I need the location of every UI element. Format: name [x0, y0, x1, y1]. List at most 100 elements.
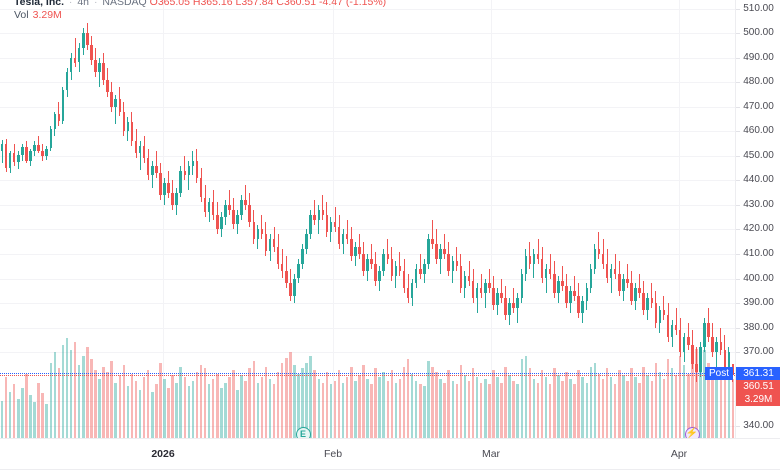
grid-line-vertical [163, 0, 164, 438]
volume-bar [666, 359, 670, 438]
earnings-marker[interactable]: E [295, 427, 311, 438]
volume-bar [459, 364, 463, 438]
candle-body [341, 234, 345, 245]
volume-bar [142, 377, 146, 438]
candle-body [203, 197, 207, 213]
price-pane[interactable]: E ⚡ [0, 0, 735, 438]
candle-body [155, 165, 158, 173]
volume-bar [699, 357, 702, 438]
volume-bar [658, 371, 662, 438]
volume-bar [151, 391, 154, 438]
volume-bar [386, 380, 390, 438]
volume-bar [240, 375, 243, 438]
candle-body [167, 182, 170, 193]
candle-body [114, 99, 117, 107]
volume-bar [370, 384, 373, 438]
price-tick-label: 470.00 [743, 100, 774, 112]
volume-bar [297, 373, 300, 438]
volume-bar [646, 375, 649, 438]
volume-bar [589, 366, 593, 438]
price-scale[interactable]: 510.00 500.00 490.00 480.00 470.00 460.00 450.… [735, 0, 780, 438]
price-tick-label: 480.00 [743, 76, 774, 88]
candle-body [699, 347, 702, 372]
price-tick-mark [736, 155, 740, 157]
volume-bar [211, 379, 215, 438]
candle-body [695, 364, 698, 372]
post-price-badge[interactable]: 361.31 [736, 366, 780, 380]
candle-body [569, 290, 572, 304]
chart-legend[interactable]: Tesla, Inc. · 4h · NASDAQ O365.05 H365.1… [14, 0, 386, 8]
candle-body [467, 276, 471, 281]
volume-bar [90, 359, 93, 438]
candle-body [512, 303, 515, 308]
price-tick-label: 340.00 [743, 419, 774, 431]
volume-bar [662, 379, 666, 438]
candle-body [609, 268, 613, 279]
last-price-badge[interactable]: 360.51 [736, 379, 780, 393]
post-session-tag[interactable]: Post [705, 366, 734, 380]
candle-body [248, 204, 251, 223]
candle-body [110, 92, 113, 107]
candle-body [674, 325, 678, 330]
candle-body [484, 283, 487, 294]
candle-wick [639, 273, 641, 299]
volume-bar [561, 380, 564, 438]
volume-bar [305, 362, 308, 438]
volume-legend[interactable]: Vol 3.29M [14, 9, 62, 21]
volume-bar [378, 377, 381, 438]
price-tick-label: 510.00 [743, 2, 774, 14]
price-line-post [0, 373, 735, 375]
volume-badge[interactable]: 3.29M [736, 392, 780, 406]
candle-body [654, 303, 658, 323]
volume-bar [719, 379, 723, 438]
time-scale[interactable]: 2026 Feb Mar Apr [0, 438, 780, 471]
volume-bar [228, 377, 231, 438]
event-marker[interactable]: ⚡ [684, 427, 700, 438]
candle-body [183, 170, 187, 176]
candle-wick [115, 94, 117, 124]
volume-bar [536, 382, 540, 438]
volume-bar [41, 393, 44, 438]
volume-bar [29, 395, 32, 438]
price-tick-label: 380.00 [743, 321, 774, 333]
volume-bar [33, 402, 36, 438]
price-tick-mark [736, 229, 740, 231]
candle-body [122, 111, 126, 132]
candle-wick [720, 327, 722, 355]
volume-bar [272, 384, 276, 438]
volume-bar [337, 370, 341, 438]
candle-body [492, 288, 495, 306]
grid-line-horizontal [0, 57, 735, 59]
volume-bar [256, 382, 260, 438]
candle-body [98, 62, 101, 73]
price-lines-layer [0, 373, 735, 377]
volume-bar [488, 384, 491, 438]
ohlc-values: O365.05 H365.16 L357.84 C360.51 -4.47 (-… [150, 0, 387, 8]
candle-body [90, 45, 93, 61]
time-tick-label: Feb [323, 448, 343, 460]
volume-bar [390, 370, 394, 438]
candle-body [37, 144, 40, 151]
candle-body [528, 256, 532, 264]
candle-body [431, 239, 434, 245]
exchange-label: NASDAQ [102, 0, 147, 8]
volume-bar [77, 364, 81, 438]
interval-label[interactable]: 4h [77, 0, 90, 8]
volume-bar [565, 371, 568, 438]
time-tick-label: Mar [481, 448, 501, 460]
symbol-name[interactable]: Tesla, Inc. [14, 0, 64, 8]
close-label: C [276, 0, 284, 8]
volume-bar [508, 375, 511, 438]
candle-wick [663, 295, 665, 321]
volume-bar [431, 366, 434, 438]
candle-body [102, 62, 105, 80]
candle-body [406, 288, 410, 299]
volume-bar [463, 375, 467, 438]
candle-body [727, 352, 731, 367]
price-tick-label: 400.00 [743, 272, 774, 284]
chart-markers-layer[interactable]: E ⚡ [0, 0, 735, 438]
legend-separator-1: · [68, 0, 73, 8]
volume-bar [130, 373, 134, 438]
candle-wick [675, 307, 677, 335]
volume-bar [260, 377, 264, 438]
